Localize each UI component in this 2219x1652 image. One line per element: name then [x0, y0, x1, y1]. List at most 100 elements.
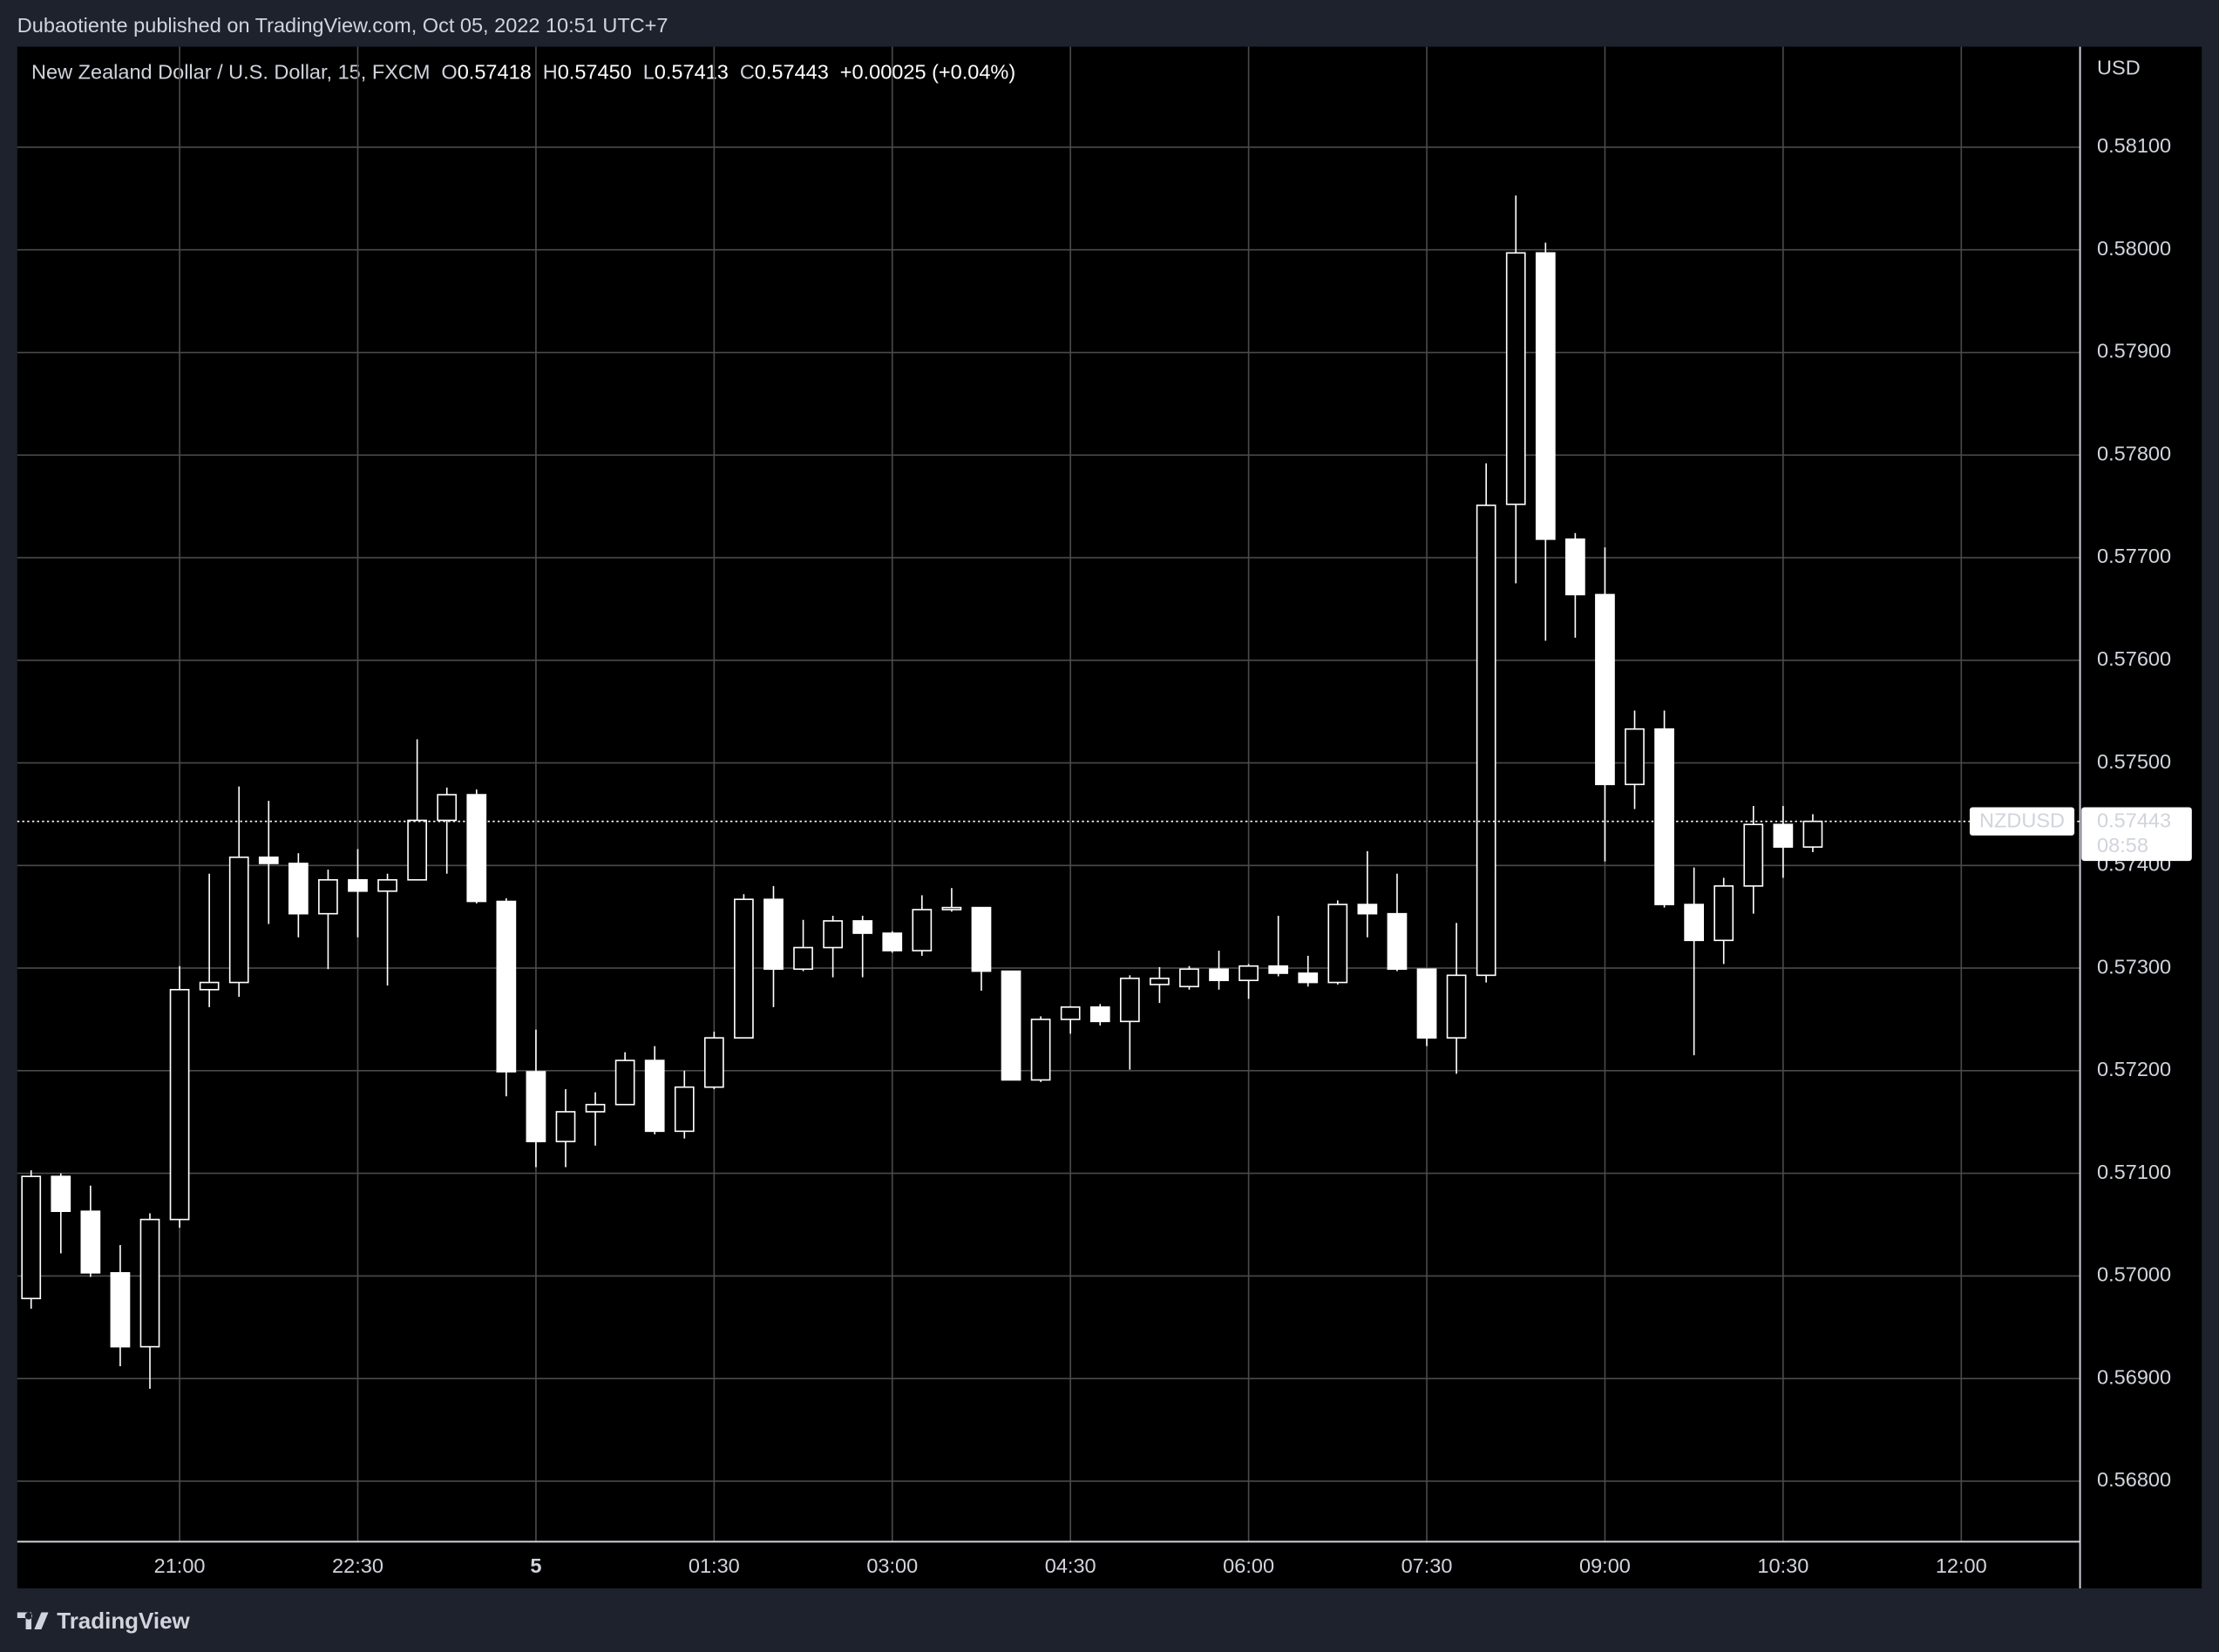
candle-body: [734, 898, 754, 1039]
candle-body: [1089, 1006, 1110, 1023]
candle-body: [407, 819, 427, 881]
legend-value: 0.57418: [458, 61, 532, 84]
x-tick-label: 21:00: [154, 1554, 206, 1577]
candle-body: [526, 1071, 546, 1142]
candle-body: [169, 989, 190, 1221]
candle-body: [823, 920, 843, 949]
candle-body: [1060, 1006, 1081, 1020]
legend-value: 0.57413: [655, 61, 729, 84]
candle-body: [1327, 904, 1348, 984]
candle-body: [318, 878, 338, 915]
candle-body: [703, 1037, 724, 1088]
candle-body: [1565, 538, 1585, 596]
legend-key: C: [740, 61, 755, 84]
footer: TradingView: [57, 1608, 190, 1634]
y-tick-label: 0.56800: [2097, 1468, 2171, 1491]
legend-value: 0.57443: [755, 61, 829, 84]
candle-body: [288, 863, 309, 915]
y-tick-label: 0.57500: [2097, 750, 2171, 773]
y-tick-label: 0.57800: [2097, 442, 2171, 464]
legend-value: 0.57450: [558, 61, 632, 84]
x-tick-label: 22:30: [332, 1554, 383, 1577]
candle-body: [496, 900, 517, 1073]
y-tick-label: 0.57900: [2097, 340, 2171, 362]
candle-body: [139, 1218, 160, 1348]
header: Dubaotiente published on TradingView.com…: [17, 14, 668, 37]
price-box: [2081, 807, 2192, 862]
candle-body: [1357, 904, 1378, 915]
candle-body: [377, 878, 397, 892]
candle-body: [348, 878, 368, 892]
y-tick-label: 0.57600: [2097, 647, 2171, 670]
candle-body: [1179, 968, 1199, 988]
candle-body: [1238, 965, 1259, 982]
candle-body: [971, 906, 992, 972]
candle-body: [466, 794, 487, 903]
y-tick-label: 0.57000: [2097, 1263, 2171, 1286]
candle-body: [882, 932, 903, 951]
candle-body: [585, 1103, 606, 1113]
candle-body: [21, 1175, 42, 1300]
legend: New Zealand Dollar / U.S. Dollar, 15, FX…: [31, 61, 1015, 84]
y-tick-label: 0.58000: [2097, 237, 2171, 260]
candle-body: [1773, 823, 1794, 848]
candle-body: [199, 981, 220, 991]
candle-body: [941, 906, 962, 911]
x-tick-label: 10:30: [1757, 1554, 1808, 1577]
y-tick-label: 0.56900: [2097, 1365, 2171, 1388]
y-axis-label: USD: [2097, 57, 2141, 79]
candle-body: [1743, 823, 1764, 887]
legend-key: O: [441, 61, 457, 84]
x-tick-label: 07:30: [1401, 1554, 1453, 1577]
candle-body: [912, 909, 933, 951]
candle-body: [1713, 885, 1734, 942]
candle-body: [1684, 904, 1705, 942]
candle-body: [80, 1210, 101, 1274]
x-tick-label: 01:30: [689, 1554, 740, 1577]
candle-body: [1595, 593, 1615, 786]
candle-body: [110, 1272, 131, 1348]
y-tick-label: 0.57300: [2097, 955, 2171, 978]
candle-body: [1268, 965, 1289, 974]
candle-body: [1387, 912, 1408, 971]
candle-body: [51, 1175, 71, 1212]
candle-body: [258, 856, 279, 864]
legend-change: +0.00025 (+0.04%): [840, 61, 1015, 84]
candle-body: [793, 946, 813, 971]
y-tick-label: 0.57200: [2097, 1058, 2171, 1080]
y-tick-label: 0.57700: [2097, 545, 2171, 567]
footer-logo: [17, 1612, 49, 1630]
legend-key: L: [643, 61, 655, 84]
candle-body: [1535, 252, 1556, 540]
candle-body: [1446, 974, 1467, 1039]
x-tick-label: 09:00: [1579, 1554, 1631, 1577]
x-tick-label: 04:30: [1045, 1554, 1096, 1577]
symbol-label: NZDUSD: [1979, 809, 2065, 832]
candle-body: [1625, 728, 1645, 786]
candle-body: [555, 1111, 576, 1142]
legend-title: New Zealand Dollar / U.S. Dollar, 15, FX…: [31, 61, 430, 84]
candle-body: [1654, 728, 1674, 905]
x-tick-label: 03:00: [866, 1554, 918, 1577]
candle-body: [1802, 820, 1823, 848]
x-tick-label: 06:00: [1223, 1554, 1274, 1577]
last-price-label: 0.57443: [2097, 809, 2171, 832]
candle-body: [1505, 252, 1526, 505]
pane: [17, 46, 2202, 1588]
candle-body: [228, 856, 249, 984]
candle-body: [1416, 968, 1437, 1039]
candle-body: [437, 794, 458, 822]
candle-body: [644, 1060, 665, 1133]
candle-body: [1476, 504, 1496, 977]
y-tick-label: 0.57100: [2097, 1161, 2171, 1183]
y-tick-label: 0.58100: [2097, 134, 2171, 157]
candle-body: [674, 1086, 695, 1133]
legend-key: H: [543, 61, 558, 84]
candle-body: [1001, 970, 1021, 1081]
candle-body: [1030, 1019, 1051, 1081]
candle-body: [1209, 968, 1229, 982]
candle-body: [1150, 978, 1170, 985]
